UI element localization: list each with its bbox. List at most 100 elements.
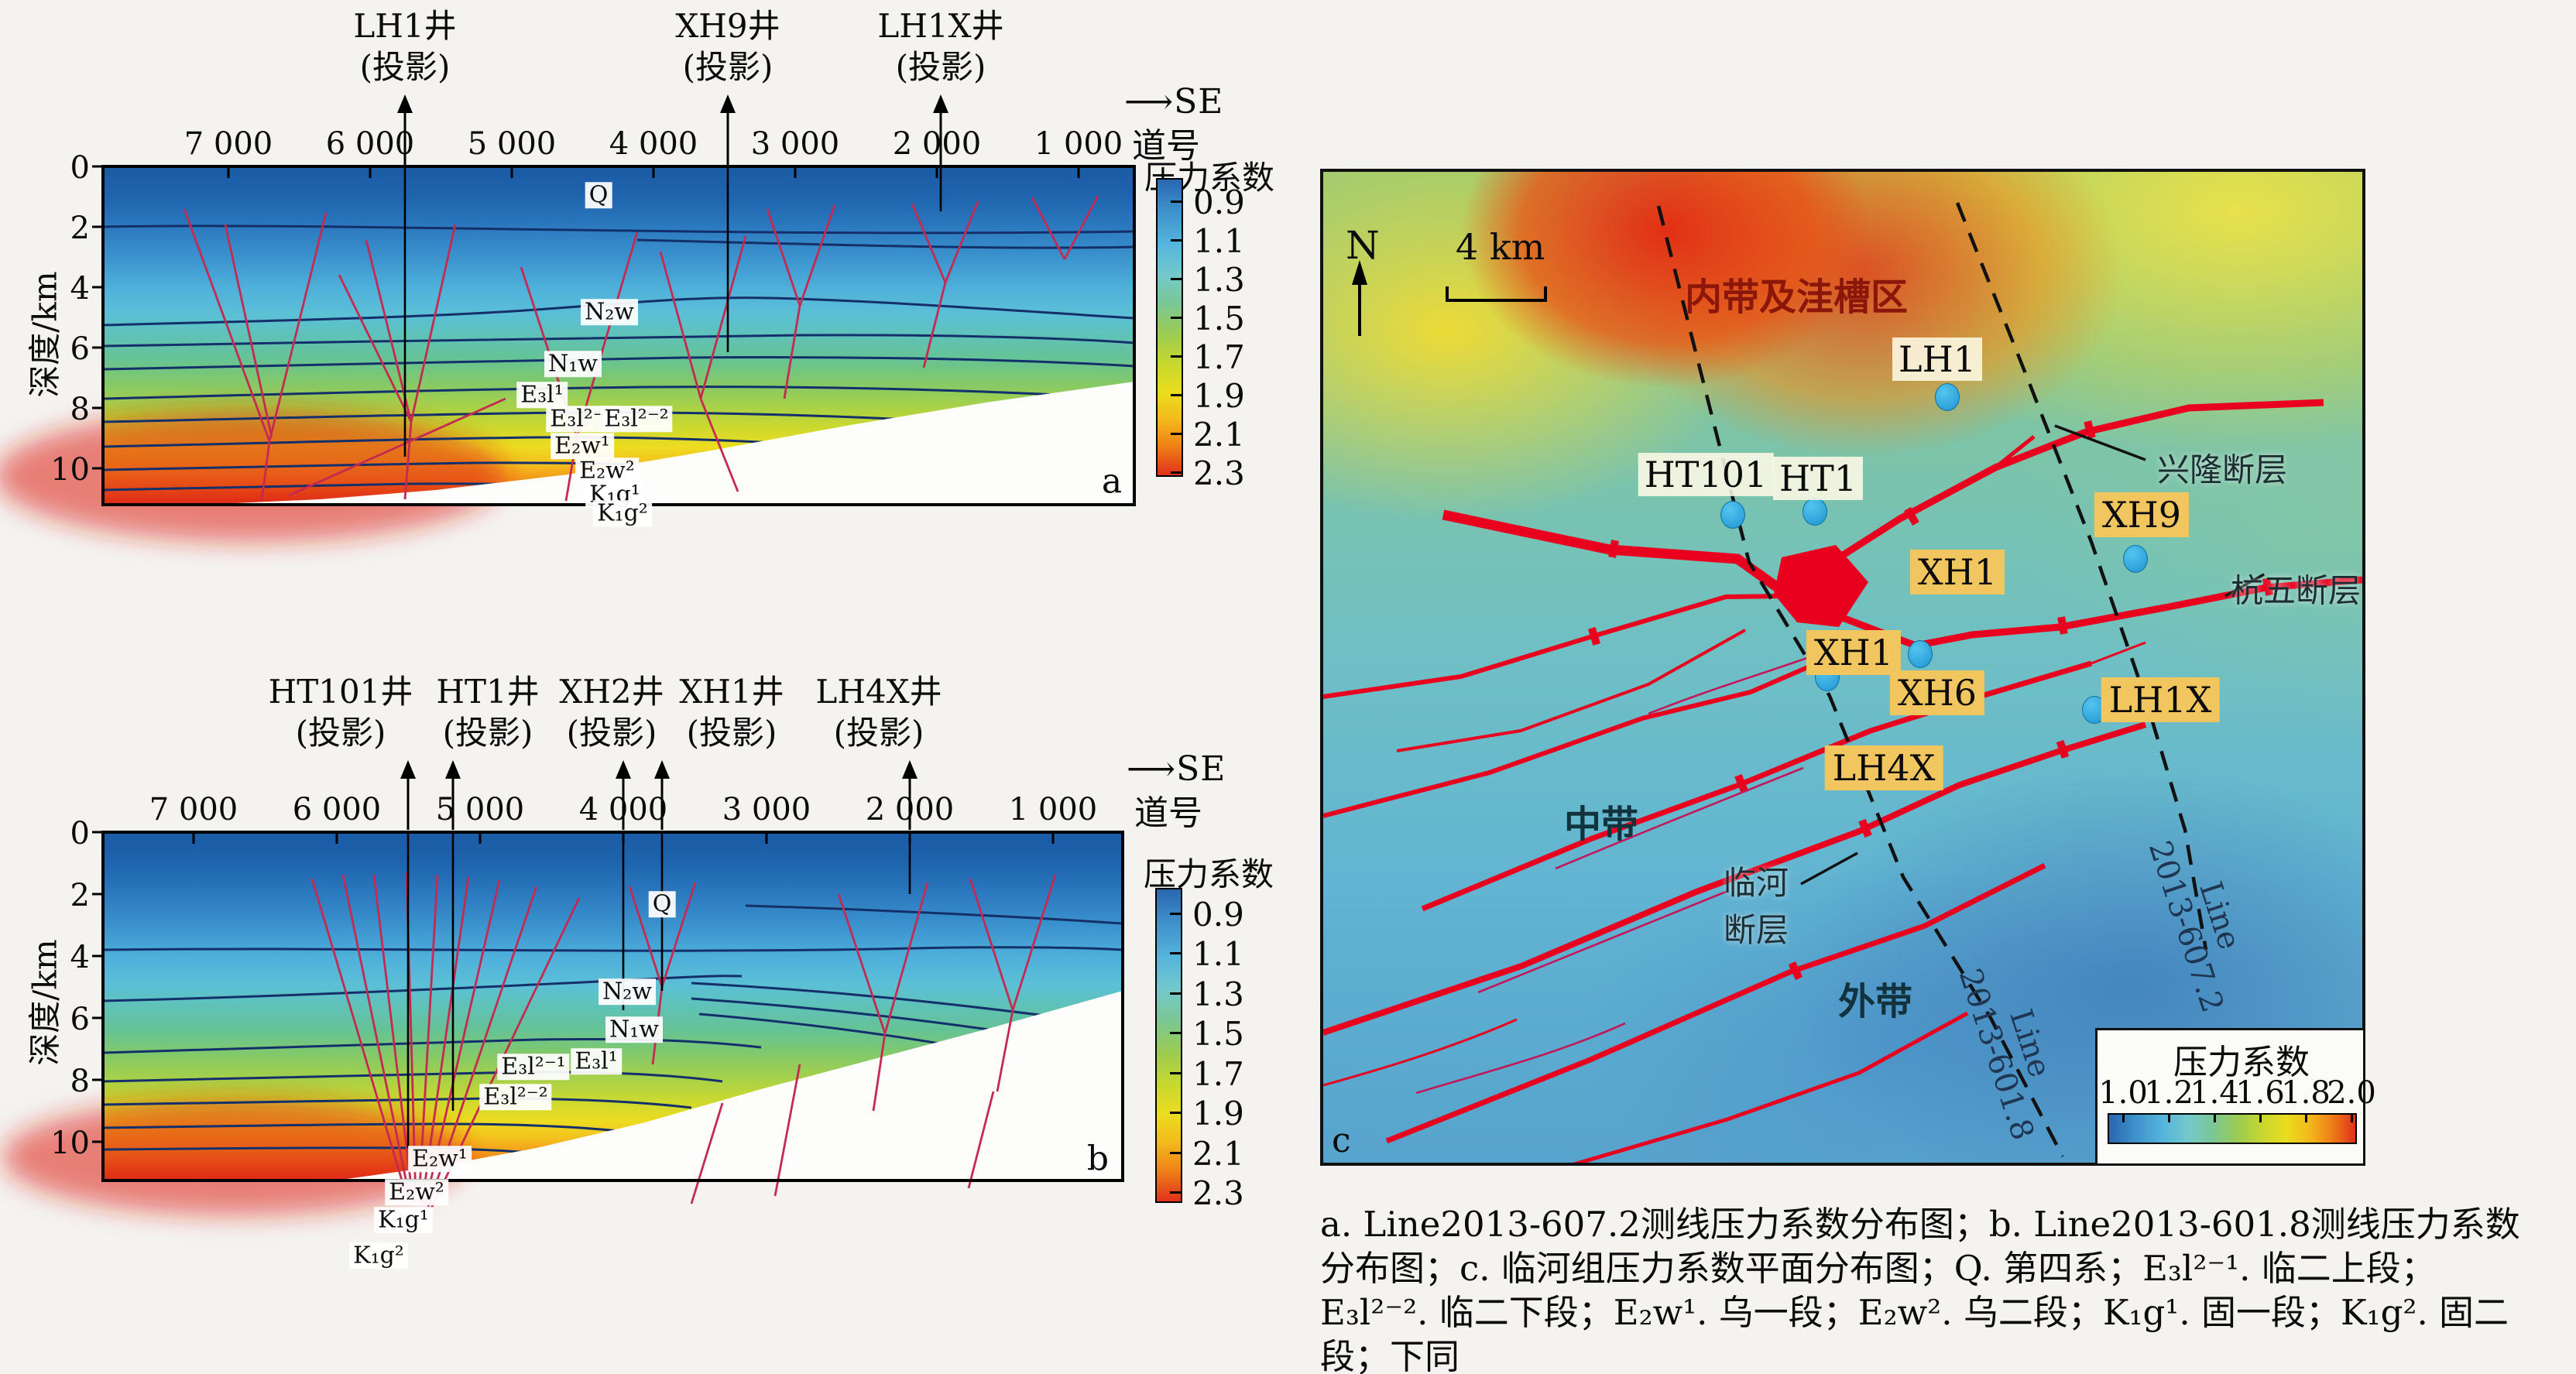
strat-a-N1w: N₁w	[544, 351, 602, 377]
map-well-label-xh1-lower: XH1	[1806, 630, 1902, 675]
scale-label: 4 km	[1456, 226, 1545, 268]
well-arrow-stem	[406, 777, 410, 830]
well-dot-ht1	[1803, 498, 1827, 526]
well-arrow-stem	[908, 777, 911, 830]
well-arrow-stem	[403, 111, 406, 166]
map-fault-junction	[1588, 420, 2274, 981]
strat-a-N2w: N₂w	[581, 299, 638, 325]
zone-label-inner: 内带及洼槽区	[1684, 276, 1909, 319]
colorbar-title-b: 压力系数	[1144, 855, 1274, 893]
strat-a-E3l2-2: E₃l²⁻²	[600, 406, 673, 432]
map-well-label-lh1: LH1	[1892, 338, 1982, 381]
se-arrow-icon: ⟶	[1124, 82, 1175, 122]
ytick-a-2: 2	[70, 211, 90, 246]
map-minor-faults	[1415, 635, 1866, 1095]
legend-1.2: 1.2	[2144, 1075, 2194, 1111]
strat-b-Q: Q	[648, 891, 676, 917]
ytick-a-0: 0	[70, 150, 90, 186]
cbar-a-1.1: 1.1	[1193, 222, 1245, 260]
map-well-label-ht1: HT1	[1772, 457, 1864, 500]
fault-lines-a	[183, 195, 1099, 502]
ytick-b-2: 2	[70, 878, 90, 913]
ytick-a-4: 4	[70, 271, 90, 307]
well-dot-lh1	[1935, 383, 1960, 411]
map-panel-c	[1320, 169, 2365, 1166]
legend-1.0: 1.0	[2098, 1075, 2148, 1111]
ytick-b-8: 8	[70, 1064, 90, 1099]
section-a-plot	[0, 165, 1136, 542]
legend-1.8: 1.8	[2281, 1075, 2331, 1111]
xtick-b-6000: 6 000	[292, 792, 382, 827]
well-label-ht1: HT1井 (投影)	[436, 673, 540, 752]
se-arrow-icon: ⟶	[1127, 749, 1177, 789]
cbar-a-0.9: 0.9	[1193, 183, 1245, 221]
strat-a-E2w2: E₂w²	[575, 457, 639, 484]
strat-a-E3l1: E₃l¹	[516, 382, 568, 408]
well-dot-ht101	[1720, 501, 1745, 529]
xtick-a-7000: 7 000	[184, 126, 273, 162]
well-label-xh1: XH1井 (投影)	[679, 673, 784, 752]
strat-b-N1w: N₁w	[605, 1016, 663, 1043]
legend-colorbar	[2108, 1113, 2357, 1144]
fault-label-xinglong: 兴隆断层	[2156, 451, 2288, 489]
well-dot-xh9	[2123, 545, 2148, 573]
strat-b-N2w: N₂w	[599, 978, 656, 1005]
trace-axis-label-a: 道号	[1132, 126, 1200, 166]
strat-b-K1g2: K₁g²	[349, 1242, 408, 1269]
xtick-b-3000: 3 000	[722, 792, 811, 827]
strat-b-E3l2-1: E₃l²⁻¹	[497, 1054, 570, 1080]
well-arrow-stem	[660, 777, 664, 830]
cbar-a-2.3: 2.3	[1193, 454, 1245, 492]
se-direction-b: ⟶SE	[1127, 749, 1226, 789]
well-arrow-stem	[939, 111, 942, 166]
cbar-a-1.3: 1.3	[1193, 261, 1245, 299]
cbar-b-1.3: 1.3	[1192, 975, 1244, 1013]
cbar-b-1.1: 1.1	[1192, 935, 1244, 973]
well-path-lines-a	[403, 166, 942, 457]
legend-1.4: 1.4	[2190, 1075, 2239, 1111]
trace-axis-label-b: 道号	[1134, 793, 1202, 833]
well-label-lh1x: LH1X井 (投影)	[877, 7, 1004, 86]
cbar-a-1.9: 1.9	[1193, 377, 1245, 415]
xtick-a-5000: 5 000	[467, 126, 557, 162]
map-well-label-ht101: HT101	[1638, 453, 1774, 496]
cbar-b-2.3: 2.3	[1192, 1174, 1244, 1212]
caption-line-2: 分布图；c. 临河组压力系数平面分布图；Q. 第四系；E₃l²⁻¹. 临二上段；	[1320, 1248, 2436, 1289]
zone-label-middle: 中带	[1563, 803, 1639, 846]
well-arrow-icon	[933, 94, 948, 113]
ytick-b-10: 10	[50, 1126, 90, 1161]
strat-a-Q: Q	[585, 182, 612, 208]
north-arrow-icon	[1352, 260, 1367, 336]
se-direction-a: ⟶SE	[1124, 82, 1224, 122]
map-well-label-xh6: XH6	[1889, 670, 1985, 715]
map-well-label-lh1x: LH1X	[2101, 677, 2220, 722]
depth-axis-label-a: 深度/km	[26, 271, 64, 398]
caption-line-1: a. Line2013-607.2测线压力系数分布图；b. Line2013-6…	[1320, 1204, 2520, 1245]
well-label-lh4x: LH4X井 (投影)	[815, 673, 942, 752]
panel-letter-b: b	[1086, 1139, 1110, 1179]
xtick-a-1000: 1 000	[1034, 126, 1123, 162]
cbar-b-2.1: 2.1	[1192, 1135, 1244, 1173]
map-well-label-lh4x: LH4X	[1824, 745, 1943, 790]
ytick-a-6: 6	[70, 331, 90, 367]
well-arrow-stem	[726, 111, 729, 166]
zone-label-outer: 外带	[1837, 980, 1913, 1023]
strat-b-K1g1: K₁g¹	[374, 1207, 433, 1233]
well-arrow-icon	[445, 760, 461, 779]
cbar-b-1.5: 1.5	[1192, 1015, 1244, 1053]
map-well-label-xh9: XH9	[2094, 492, 2190, 537]
ytick-a-8: 8	[70, 392, 90, 427]
north-label: N	[1346, 223, 1380, 268]
strat-a-E2w1: E₂w¹	[551, 433, 614, 459]
axis-tick-marks-a	[92, 165, 1080, 470]
horizon-lines-b	[102, 904, 1123, 1160]
panel-letter-c: c	[1332, 1121, 1351, 1160]
cbar-a-2.1: 2.1	[1193, 416, 1245, 454]
xtick-b-7000: 7 000	[149, 792, 238, 827]
colorbar-a	[1156, 178, 1183, 477]
scale-bar-icon	[1446, 286, 1547, 302]
cbar-b-0.9: 0.9	[1192, 896, 1244, 934]
fault-label-linhe: 临河 断层	[1723, 864, 1789, 949]
well-arrow-icon	[654, 760, 670, 779]
